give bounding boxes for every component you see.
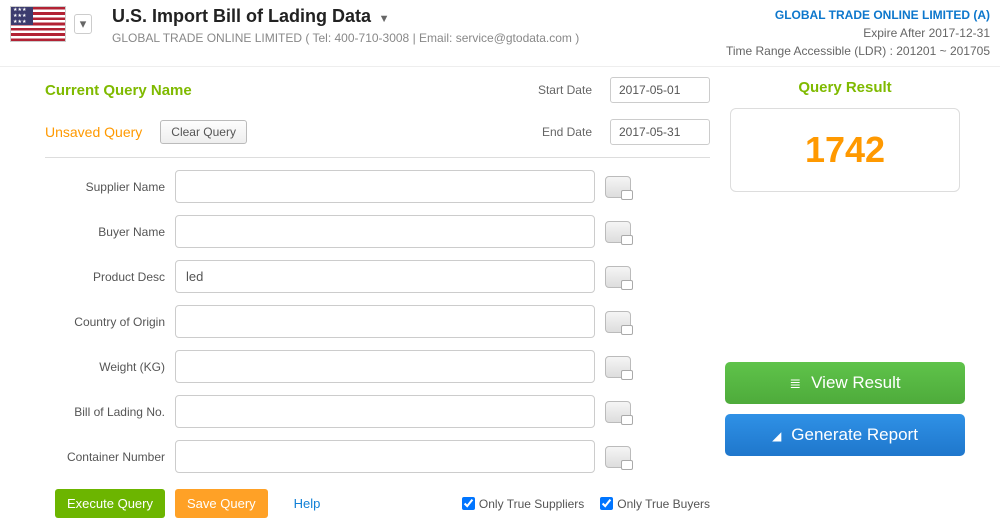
- bol-row: Bill of Lading No.: [45, 395, 710, 428]
- country-row: Country of Origin: [45, 305, 710, 338]
- page-subtitle: GLOBAL TRADE ONLINE LIMITED ( Tel: 400-7…: [112, 31, 579, 45]
- title-block: U.S. Import Bill of Lading Data ▼ GLOBAL…: [112, 6, 579, 45]
- generate-report-button[interactable]: Generate Report: [725, 414, 965, 456]
- title-dropdown-icon[interactable]: ▼: [379, 13, 390, 25]
- result-count: 1742: [741, 129, 949, 171]
- only-buyers-label: Only True Buyers: [617, 497, 710, 511]
- us-flag-icon: [10, 6, 66, 42]
- weight-picker-icon[interactable]: [605, 356, 631, 378]
- country-label: Country of Origin: [45, 315, 175, 329]
- query-header: Current Query Name Start Date: [45, 77, 710, 103]
- divider: [45, 157, 710, 158]
- container-label: Container Number: [45, 450, 175, 464]
- end-date-block: End Date: [542, 119, 710, 145]
- query-form: Current Query Name Start Date Unsaved Qu…: [0, 77, 710, 518]
- supplier-label: Supplier Name: [45, 180, 175, 194]
- query-result-title: Query Result: [722, 79, 968, 96]
- result-panel: Query Result 1742 View Result Generate R…: [710, 77, 980, 518]
- supplier-input[interactable]: [175, 170, 595, 203]
- bol-label: Bill of Lading No.: [45, 405, 175, 419]
- buyer-row: Buyer Name: [45, 215, 710, 248]
- start-date-block: Start Date: [538, 77, 710, 103]
- header-left: ▾ U.S. Import Bill of Lading Data ▼ GLOB…: [10, 6, 579, 60]
- time-range: Time Range Accessible (LDR) : 201201 ~ 2…: [726, 42, 990, 60]
- start-date-label: Start Date: [538, 83, 592, 97]
- buyer-label: Buyer Name: [45, 225, 175, 239]
- end-date-input[interactable]: [610, 119, 710, 145]
- country-input[interactable]: [175, 305, 595, 338]
- view-result-label: View Result: [811, 373, 900, 393]
- page-title: U.S. Import Bill of Lading Data: [112, 6, 371, 26]
- execute-query-button[interactable]: Execute Query: [55, 489, 165, 518]
- only-suppliers-checkbox[interactable]: [462, 497, 475, 510]
- header-right: GLOBAL TRADE ONLINE LIMITED (A) Expire A…: [726, 6, 990, 60]
- supplier-row: Supplier Name: [45, 170, 710, 203]
- save-query-button[interactable]: Save Query: [175, 489, 268, 518]
- only-suppliers-check[interactable]: Only True Suppliers: [462, 497, 584, 511]
- product-label: Product Desc: [45, 270, 175, 284]
- weight-row: Weight (KG): [45, 350, 710, 383]
- account-company[interactable]: GLOBAL TRADE ONLINE LIMITED (A): [726, 6, 990, 24]
- country-picker-icon[interactable]: [605, 311, 631, 333]
- only-suppliers-label: Only True Suppliers: [479, 497, 584, 511]
- result-box: 1742: [730, 108, 960, 192]
- container-row: Container Number: [45, 440, 710, 473]
- bottom-bar: Execute Query Save Query Help Only True …: [55, 489, 710, 518]
- weight-label: Weight (KG): [45, 360, 175, 374]
- end-date-label: End Date: [542, 125, 592, 139]
- container-input[interactable]: [175, 440, 595, 473]
- buyer-picker-icon[interactable]: [605, 221, 631, 243]
- bol-picker-icon[interactable]: [605, 401, 631, 423]
- help-link[interactable]: Help: [294, 496, 321, 511]
- flag-dropdown[interactable]: ▾: [74, 14, 92, 34]
- view-result-button[interactable]: View Result: [725, 362, 965, 404]
- expire-date: Expire After 2017-12-31: [726, 24, 990, 42]
- only-buyers-checkbox[interactable]: [600, 497, 613, 510]
- start-date-input[interactable]: [610, 77, 710, 103]
- content: Current Query Name Start Date Unsaved Qu…: [0, 67, 1000, 518]
- list-icon: [789, 373, 801, 393]
- header: ▾ U.S. Import Bill of Lading Data ▼ GLOB…: [0, 0, 1000, 67]
- supplier-picker-icon[interactable]: [605, 176, 631, 198]
- generate-report-label: Generate Report: [791, 425, 918, 445]
- product-input[interactable]: [175, 260, 595, 293]
- checks: Only True Suppliers Only True Buyers: [462, 497, 710, 511]
- only-buyers-check[interactable]: Only True Buyers: [600, 497, 710, 511]
- query-sub: Unsaved Query Clear Query End Date: [45, 119, 710, 145]
- current-query-name-label: Current Query Name: [45, 82, 192, 99]
- product-picker-icon[interactable]: [605, 266, 631, 288]
- container-picker-icon[interactable]: [605, 446, 631, 468]
- product-row: Product Desc: [45, 260, 710, 293]
- clear-query-button[interactable]: Clear Query: [160, 120, 247, 144]
- buyer-input[interactable]: [175, 215, 595, 248]
- weight-input[interactable]: [175, 350, 595, 383]
- bol-input[interactable]: [175, 395, 595, 428]
- chart-icon: [772, 425, 781, 445]
- unsaved-query-label: Unsaved Query: [45, 124, 142, 140]
